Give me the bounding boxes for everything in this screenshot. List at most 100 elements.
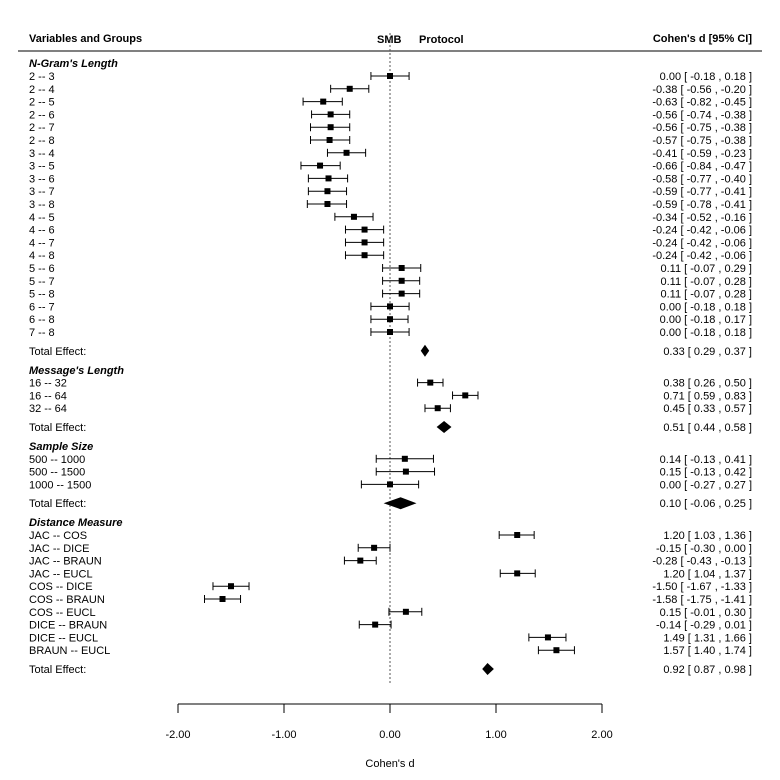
effect-point bbox=[553, 647, 560, 654]
total-effect-label: Total Effect: bbox=[29, 664, 86, 676]
x-tick-label: -2.00 bbox=[165, 729, 190, 741]
header-cohens-d-ci: Cohen's d [95% CI] bbox=[653, 33, 753, 45]
row-value-ci: 0.00 [ -0.18 , 0.17 ] bbox=[660, 314, 752, 326]
row-label: 7 -- 8 bbox=[29, 327, 55, 339]
row-label: 4 -- 7 bbox=[29, 237, 55, 249]
row-value-ci: 0.15 [ -0.13 , 0.42 ] bbox=[660, 467, 752, 479]
effect-point bbox=[402, 468, 409, 475]
table-row: 16 -- 32 0.38 [ 0.26 , 0.50 ] bbox=[29, 378, 752, 390]
total-effect-row: Total Effect: 0.92 [ 0.87 , 0.98 ] bbox=[29, 663, 752, 676]
row-label: JAC -- DICE bbox=[29, 543, 90, 555]
total-effect-row: Total Effect: 0.51 [ 0.44 , 0.58 ] bbox=[29, 421, 752, 434]
row-value-ci: 0.00 [ -0.18 , 0.18 ] bbox=[660, 71, 752, 83]
table-row: COS -- BRAUN -1.58 [ -1.75 , -1.41 ] bbox=[29, 594, 752, 606]
effect-point bbox=[324, 201, 331, 207]
table-row: 3 -- 7 -0.59 [ -0.77 , -0.41 ] bbox=[29, 186, 752, 198]
row-label: 3 -- 4 bbox=[29, 148, 55, 160]
row-label: 3 -- 6 bbox=[29, 173, 55, 185]
row-value-ci: 0.71 [ 0.59 , 0.83 ] bbox=[663, 390, 752, 402]
row-value-ci: 0.11 [ -0.07 , 0.28 ] bbox=[660, 289, 752, 301]
row-value-ci: -0.28 [ -0.43 , -0.13 ] bbox=[652, 556, 752, 568]
row-label: 4 -- 8 bbox=[29, 250, 55, 262]
row-label: 500 -- 1000 bbox=[29, 454, 85, 466]
row-value-ci: -0.56 [ -0.74 , -0.38 ] bbox=[652, 109, 752, 121]
row-value-ci: -0.38 [ -0.56 , -0.20 ] bbox=[652, 84, 752, 96]
effect-point bbox=[327, 111, 334, 118]
header-smb: SMB bbox=[377, 34, 402, 46]
table-row: 6 -- 7 0.00 [ -0.18 , 0.18 ] bbox=[29, 301, 752, 313]
effect-point bbox=[324, 188, 331, 195]
table-row: 5 -- 7 0.11 [ -0.07 , 0.28 ] bbox=[29, 276, 752, 288]
row-value-ci: -0.66 [ -0.84 , -0.47 ] bbox=[652, 161, 752, 173]
effect-point bbox=[398, 290, 405, 297]
row-value-ci: -0.14 [ -0.29 , 0.01 ] bbox=[656, 620, 752, 632]
row-value-ci: -1.58 [ -1.75 , -1.41 ] bbox=[652, 594, 752, 606]
row-label: BRAUN -- EUCL bbox=[29, 645, 110, 657]
total-effect-row: Total Effect: 0.10 [ -0.06 , 0.25 ] bbox=[29, 497, 752, 510]
effect-point bbox=[317, 162, 324, 169]
effect-point bbox=[398, 265, 405, 271]
effect-point bbox=[402, 608, 409, 615]
effect-point bbox=[387, 481, 393, 488]
table-row: 2 -- 6 -0.56 [ -0.74 , -0.38 ] bbox=[29, 109, 752, 121]
table-row: 16 -- 64 0.71 [ 0.59 , 0.83 ] bbox=[29, 390, 752, 402]
row-value-ci: -0.56 [ -0.75 , -0.38 ] bbox=[652, 122, 752, 134]
row-label: 3 -- 8 bbox=[29, 199, 55, 211]
row-label: 4 -- 6 bbox=[29, 225, 55, 237]
effect-point bbox=[514, 532, 521, 538]
summary-diamond bbox=[420, 344, 430, 357]
effect-point bbox=[462, 392, 469, 399]
row-value-ci: -0.15 [ -0.30 , 0.00 ] bbox=[656, 543, 752, 555]
row-label: 6 -- 8 bbox=[29, 314, 55, 326]
table-row: COS -- EUCL 0.15 [ -0.01 , 0.30 ] bbox=[29, 607, 752, 619]
table-row: 4 -- 7 -0.24 [ -0.42 , -0.06 ] bbox=[29, 237, 752, 249]
effect-point bbox=[327, 124, 334, 131]
total-effect-label: Total Effect: bbox=[29, 422, 86, 434]
total-effect-label: Total Effect: bbox=[29, 498, 86, 510]
table-row: 4 -- 6 -0.24 [ -0.42 , -0.06 ] bbox=[29, 225, 752, 237]
table-row: 1000 -- 1500 0.00 [ -0.27 , 0.27 ] bbox=[29, 479, 752, 491]
effect-point bbox=[398, 277, 405, 284]
row-value-ci: 0.38 [ 0.26 , 0.50 ] bbox=[663, 378, 752, 390]
row-label: 3 -- 7 bbox=[29, 186, 55, 198]
row-value-ci: -0.24 [ -0.42 , -0.06 ] bbox=[652, 225, 752, 237]
row-value-ci: 1.49 [ 1.31 , 1.66 ] bbox=[663, 632, 752, 644]
row-label: 6 -- 7 bbox=[29, 301, 55, 313]
table-header: Variables and Groups SMB Protocol Cohen'… bbox=[18, 33, 762, 52]
summary-diamond bbox=[436, 421, 452, 433]
table-row: 4 -- 8 -0.24 [ -0.42 , -0.06 ] bbox=[29, 250, 752, 262]
row-label: 2 -- 6 bbox=[29, 109, 55, 121]
effect-point bbox=[401, 455, 408, 462]
x-axis-ticks: -2.00 -1.00 0.00 1.00 2.00 bbox=[165, 704, 613, 741]
header-variables-groups: Variables and Groups bbox=[29, 33, 142, 45]
table-row: 3 -- 6 -0.58 [ -0.77 , -0.40 ] bbox=[29, 173, 752, 185]
table-row: 7 -- 8 0.00 [ -0.18 , 0.18 ] bbox=[29, 327, 752, 339]
group-title: Distance Measure bbox=[29, 517, 123, 529]
table-row: DICE -- EUCL 1.49 [ 1.31 , 1.66 ] bbox=[29, 632, 752, 644]
row-value-ci: -0.24 [ -0.42 , -0.06 ] bbox=[652, 237, 752, 249]
row-label: JAC -- EUCL bbox=[29, 568, 93, 580]
row-value-ci: -0.63 [ -0.82 , -0.45 ] bbox=[652, 97, 752, 109]
table-row: COS -- DICE -1.50 [ -1.67 , -1.33 ] bbox=[29, 581, 752, 593]
row-value-ci: -0.24 [ -0.42 , -0.06 ] bbox=[652, 250, 752, 262]
row-value-ci: 0.00 [ -0.18 , 0.18 ] bbox=[660, 301, 752, 313]
group-title: Sample Size bbox=[29, 441, 93, 453]
table-row: JAC -- COS 1.20 [ 1.03 , 1.36 ] bbox=[29, 530, 752, 542]
header-protocol: Protocol bbox=[419, 34, 464, 46]
effect-point bbox=[219, 596, 226, 602]
effect-point bbox=[228, 583, 234, 590]
group-title: Message's Length bbox=[29, 365, 124, 377]
total-effect-row: Total Effect: 0.33 [ 0.29 , 0.37 ] bbox=[29, 344, 752, 358]
effect-point bbox=[325, 175, 332, 182]
effect-point bbox=[387, 316, 393, 323]
effect-point bbox=[320, 98, 327, 105]
table-row: 32 -- 64 0.45 [ 0.33 , 0.57 ] bbox=[29, 403, 752, 415]
row-label: 5 -- 8 bbox=[29, 289, 55, 301]
x-tick-label: 2.00 bbox=[591, 729, 612, 741]
effect-point bbox=[326, 137, 333, 143]
row-value-ci: 0.45 [ 0.33 , 0.57 ] bbox=[663, 403, 752, 415]
table-row: 4 -- 5 -0.34 [ -0.52 , -0.16 ] bbox=[29, 212, 752, 224]
table-row: 3 -- 4 -0.41 [ -0.59 , -0.23 ] bbox=[29, 148, 752, 160]
